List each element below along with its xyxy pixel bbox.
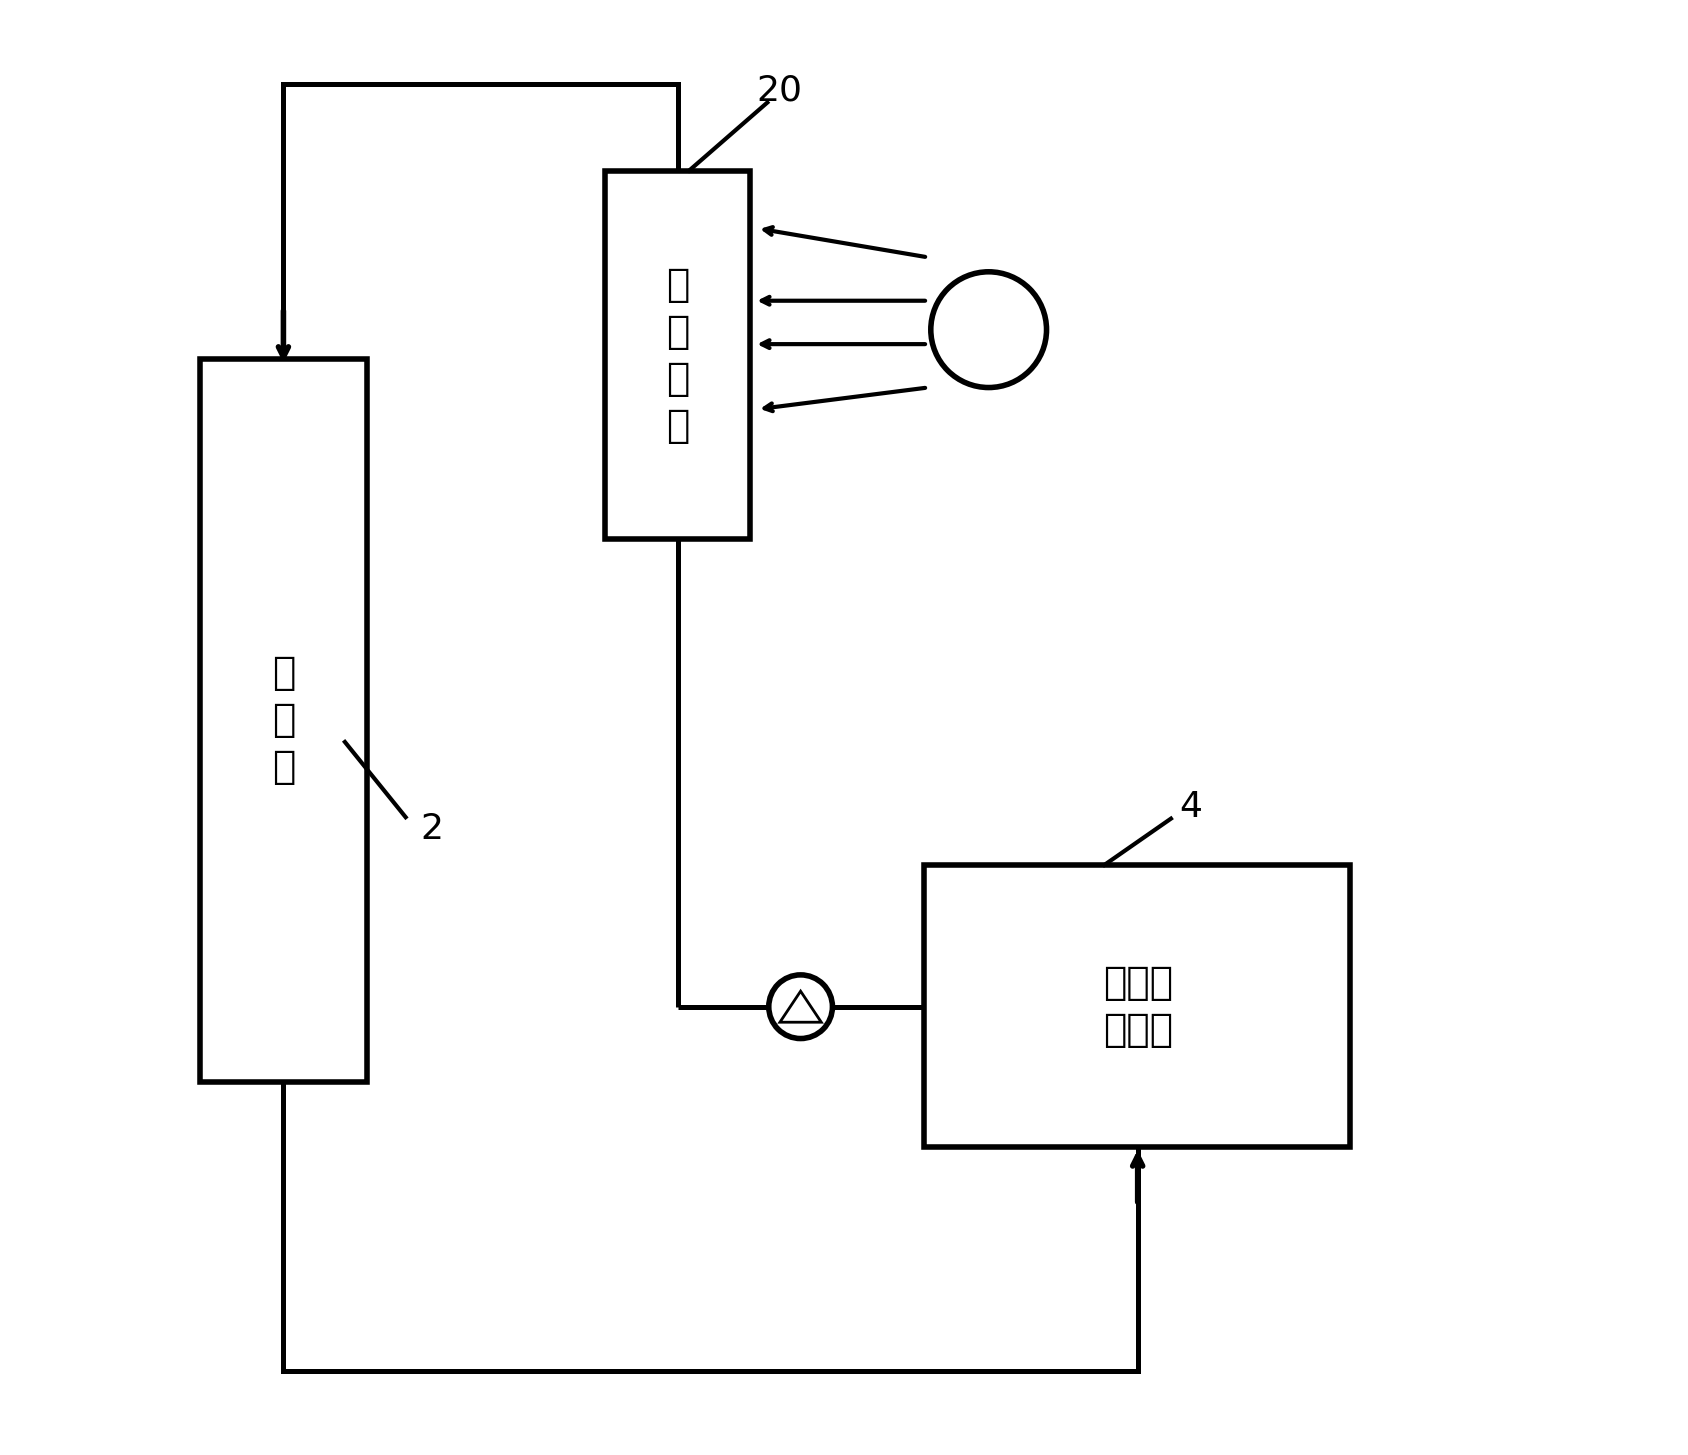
Text: 2: 2: [420, 812, 444, 845]
Bar: [923, 864, 1350, 1147]
Circle shape: [930, 272, 1047, 387]
Circle shape: [768, 975, 832, 1039]
Text: 4: 4: [1180, 790, 1204, 824]
Bar: [606, 170, 749, 540]
Bar: [201, 358, 366, 1083]
Text: 洗
涤
塔: 洗 涤 塔: [272, 655, 295, 786]
Text: 光触媒
贮存槽: 光触媒 贮存槽: [1102, 965, 1173, 1049]
Text: 照
光
设
备: 照 光 设 备: [667, 266, 689, 445]
Text: 20: 20: [756, 74, 802, 108]
Polygon shape: [780, 991, 822, 1023]
